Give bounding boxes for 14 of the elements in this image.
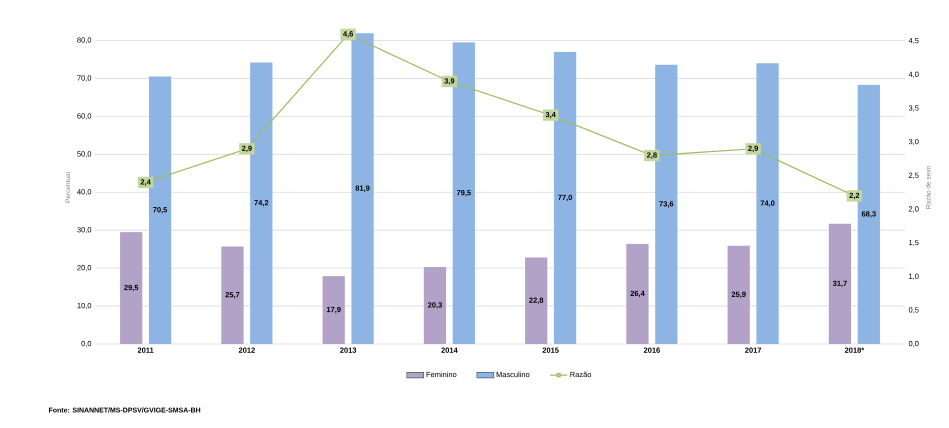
bar: [525, 257, 548, 344]
bar: [655, 64, 678, 344]
bar: [828, 224, 852, 344]
bar: [858, 84, 880, 344]
bar: [322, 276, 345, 344]
bar: [250, 62, 272, 344]
bar: [424, 266, 446, 344]
bar: [626, 244, 649, 344]
bar: [756, 63, 779, 344]
bar: [120, 232, 142, 344]
bar: [452, 42, 475, 344]
bar: [221, 246, 244, 344]
bar: [728, 246, 750, 344]
bar: [351, 33, 374, 344]
